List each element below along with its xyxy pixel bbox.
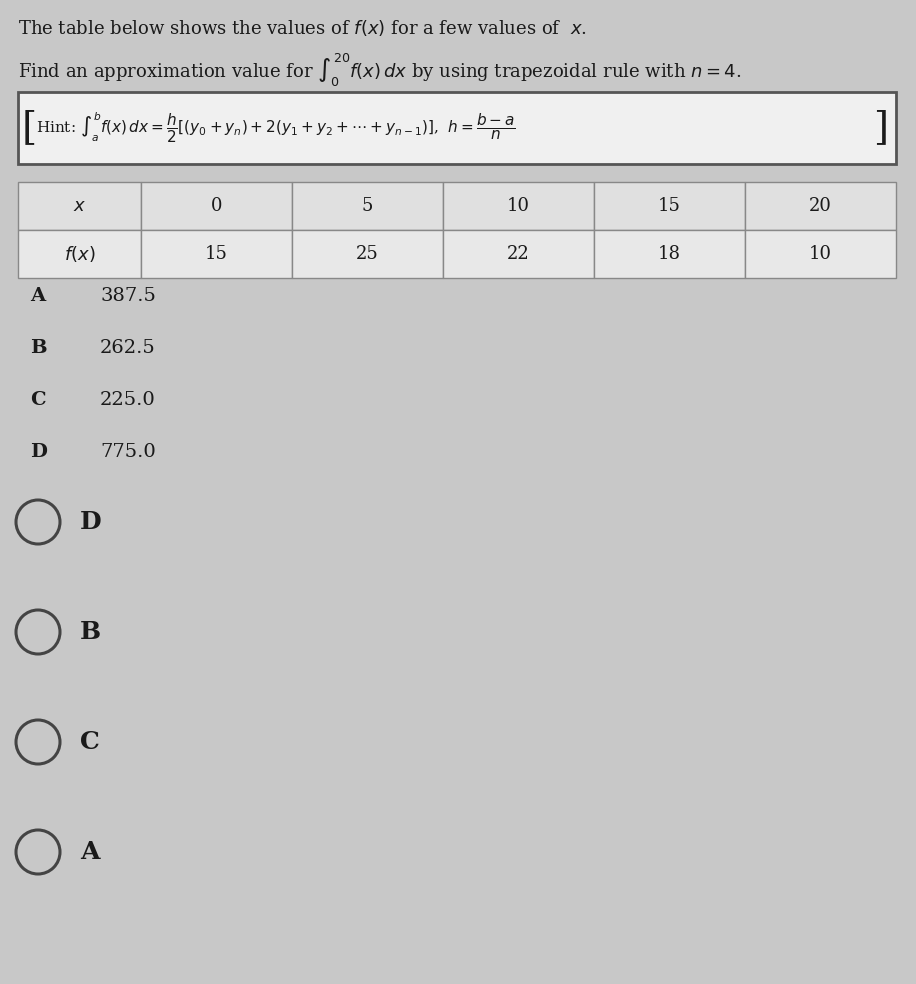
Text: 15: 15 (205, 245, 228, 263)
Text: 22: 22 (507, 245, 529, 263)
Circle shape (16, 720, 60, 764)
Text: 5: 5 (362, 197, 373, 215)
Circle shape (16, 830, 60, 874)
Bar (443, 230, 594, 278)
Text: 10: 10 (809, 245, 832, 263)
Text: D: D (30, 443, 47, 461)
Text: ]: ] (873, 109, 888, 147)
Text: A: A (30, 287, 45, 305)
Text: 18: 18 (658, 245, 681, 263)
Bar (443, 182, 594, 230)
Text: $f(x)$: $f(x)$ (64, 244, 95, 264)
Text: B: B (80, 620, 101, 644)
Bar (594, 182, 745, 230)
Bar (141, 230, 292, 278)
Circle shape (16, 500, 60, 544)
Text: D: D (80, 510, 102, 534)
Text: C: C (30, 391, 46, 409)
Text: 387.5: 387.5 (100, 287, 156, 305)
Text: 20: 20 (809, 197, 832, 215)
Text: 225.0: 225.0 (100, 391, 156, 409)
Text: Hint: $\int_a^b f(x)\,dx = \dfrac{h}{2}[(y_0+y_n)+2(y_1+y_2+\cdots+y_{n-1})]$,  : Hint: $\int_a^b f(x)\,dx = \dfrac{h}{2}[… (36, 110, 516, 146)
Text: B: B (30, 339, 47, 357)
Bar (745, 230, 896, 278)
Text: $x$: $x$ (73, 197, 86, 215)
Text: [: [ (22, 109, 38, 147)
Bar (18, 230, 141, 278)
Circle shape (16, 610, 60, 654)
Text: 10: 10 (507, 197, 530, 215)
Bar (141, 182, 292, 230)
Text: C: C (80, 730, 100, 754)
Text: 15: 15 (658, 197, 681, 215)
Bar (594, 230, 745, 278)
Text: 25: 25 (356, 245, 379, 263)
FancyBboxPatch shape (18, 92, 896, 164)
Text: A: A (80, 840, 100, 864)
Bar (292, 230, 443, 278)
Bar (745, 182, 896, 230)
Text: 0: 0 (211, 197, 223, 215)
Text: The table below shows the values of $f(x)$ for a few values of  $x$.: The table below shows the values of $f(x… (18, 18, 587, 38)
Bar (18, 182, 141, 230)
Text: 775.0: 775.0 (100, 443, 156, 461)
Text: Find an approximation value for $\int_0^{20} f(x)\,dx$ by using trapezoidal rule: Find an approximation value for $\int_0^… (18, 52, 742, 90)
Bar (292, 182, 443, 230)
Text: 262.5: 262.5 (100, 339, 156, 357)
